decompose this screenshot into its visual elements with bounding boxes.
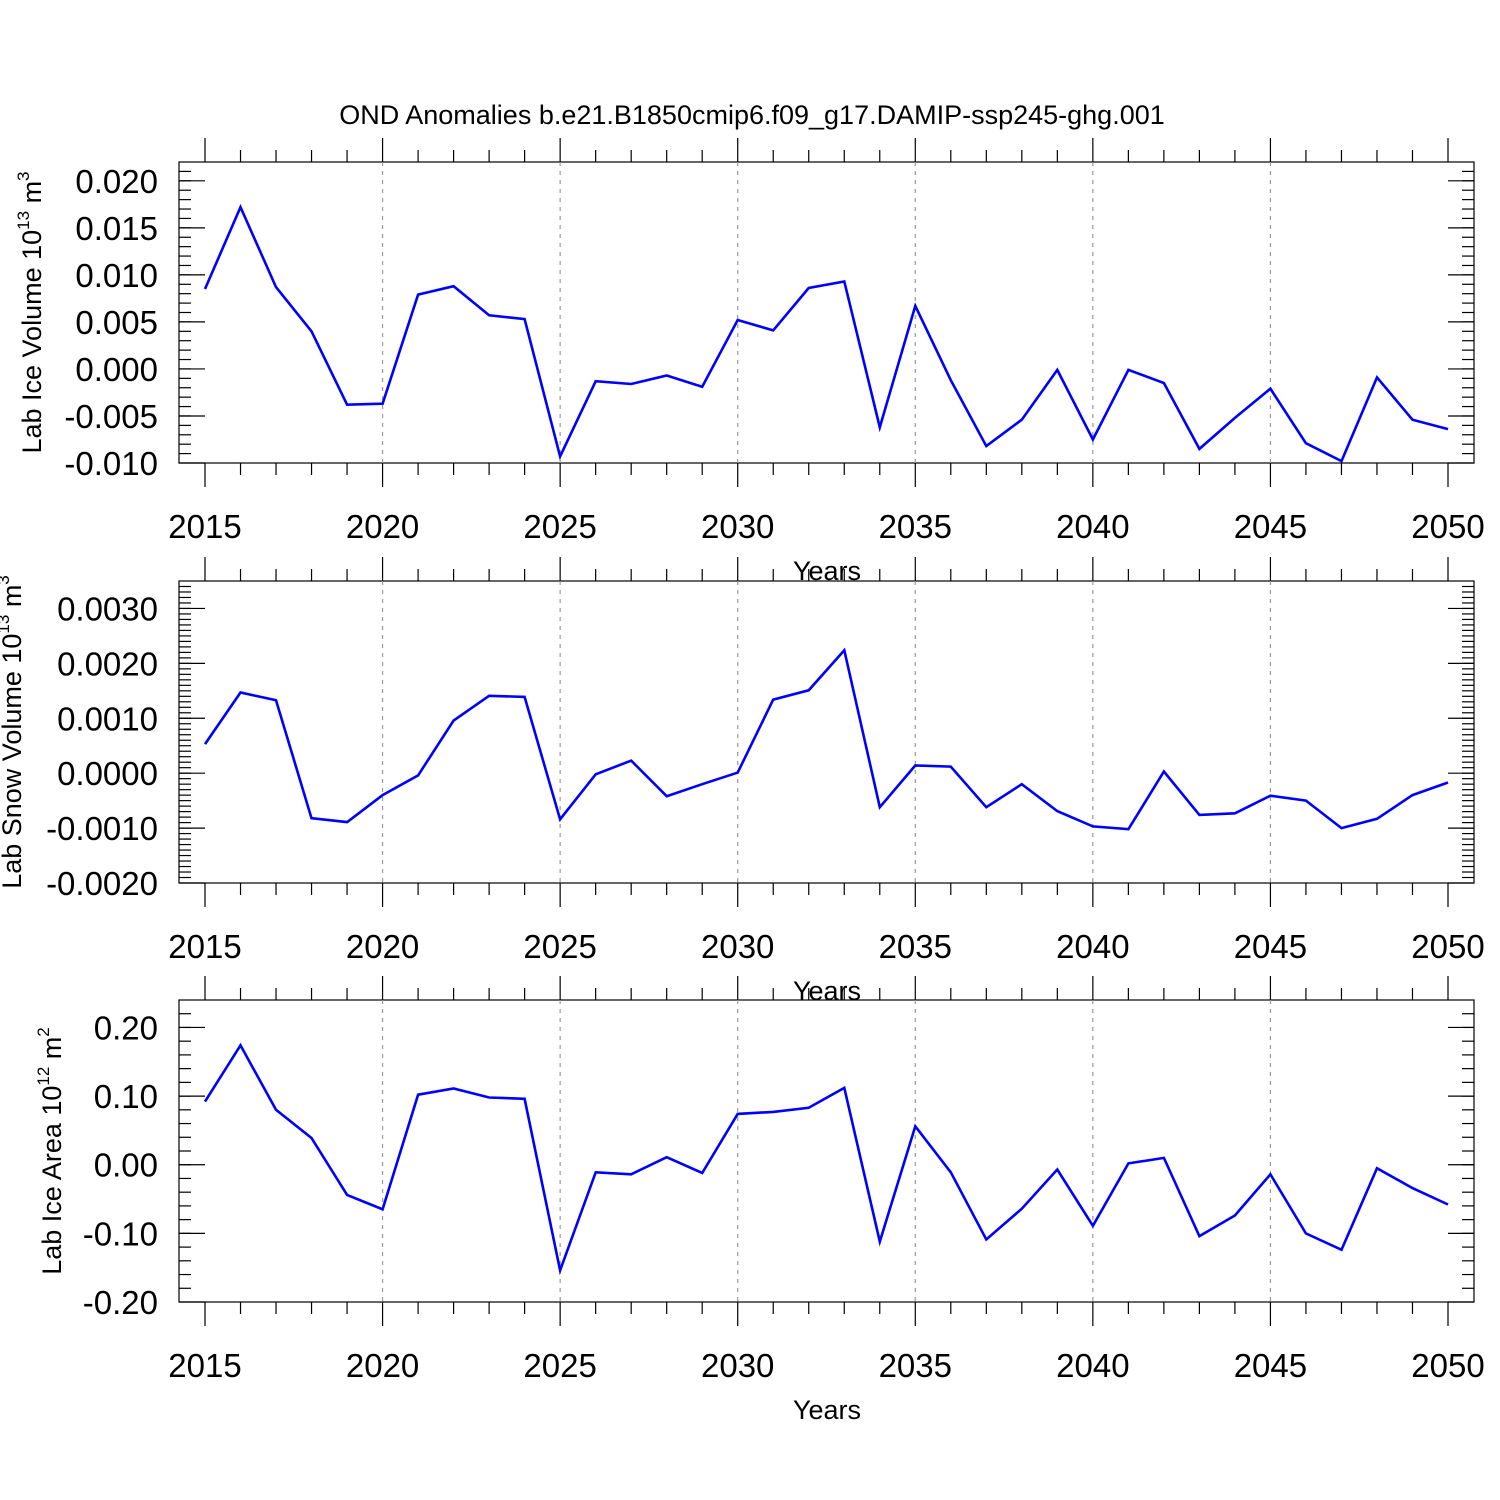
y-tick-label: 0.20 xyxy=(94,1009,158,1046)
y-axis-label-part: m xyxy=(37,1037,67,1067)
x-tick-label: 2040 xyxy=(1056,928,1129,965)
y-axis-label-part: 3 xyxy=(0,575,13,584)
y-tick-label: 0.0010 xyxy=(57,700,158,737)
y-tick-label: -0.005 xyxy=(64,398,158,435)
y-tick-label: 0.0030 xyxy=(57,590,158,627)
x-tick-label: 2035 xyxy=(879,1347,952,1384)
y-axis-label-part: 12 xyxy=(34,1067,53,1086)
x-tick-label: 2030 xyxy=(701,928,774,965)
x-tick-label: 2015 xyxy=(168,508,241,545)
x-tick-label: 2045 xyxy=(1234,508,1307,545)
y-tick-label: -0.20 xyxy=(83,1284,158,1321)
x-tick-label: 2015 xyxy=(168,1347,241,1384)
y-axis-label-part: m xyxy=(0,585,27,615)
y-tick-label: 0.0000 xyxy=(57,755,158,792)
y-tick-label: 0.000 xyxy=(75,351,158,388)
x-tick-label: 2035 xyxy=(879,928,952,965)
y-tick-label: 0.10 xyxy=(94,1078,158,1115)
y-axis-label-part: Lab Ice Area 10 xyxy=(37,1086,67,1275)
y-axis-label: Lab Ice Volume 1013 m3 xyxy=(14,171,47,453)
y-tick-label: 0.005 xyxy=(75,304,158,341)
series-line xyxy=(203,647,1449,831)
x-tick-label: 2045 xyxy=(1234,1347,1307,1384)
x-tick-label: 2025 xyxy=(523,928,596,965)
y-axis-label-part: 13 xyxy=(0,615,13,634)
y-axis-label: Lab Snow Volume 1013 m3 xyxy=(0,575,27,889)
y-axis-label-part: 3 xyxy=(14,171,33,180)
y-tick-label: -0.0020 xyxy=(46,865,158,902)
y-tick-label: 0.0020 xyxy=(57,645,158,682)
y-tick-label: -0.10 xyxy=(83,1215,158,1252)
series-line xyxy=(203,1042,1449,1276)
y-tick-label: 0.010 xyxy=(75,257,158,294)
chart-panel-2: 2015 2020 2025 2030 2035 2040 2045 2050 Years 0.0… xyxy=(0,557,1485,1006)
x-tick-label: 2025 xyxy=(523,1347,596,1384)
y-axis-label-part: 2 xyxy=(34,1027,53,1036)
y-tick-label: -0.0010 xyxy=(46,810,158,847)
y-tick-label: 0.020 xyxy=(75,163,158,200)
x-tick-label: 2020 xyxy=(346,508,419,545)
chart-panels: 2015 2020 2025 2030 2035 2040 2045 2050 Years 0.0… xyxy=(0,138,1485,1425)
y-axis-label-part: 13 xyxy=(14,211,33,230)
y-tick-label: -0.010 xyxy=(64,445,158,482)
chart-panel-3: 2015 2020 2025 2030 2035 2040 2045 2050 Years 0.2… xyxy=(34,976,1485,1425)
x-tick-label: 2020 xyxy=(346,928,419,965)
y-axis-label: Lab Ice Area 1012 m2 xyxy=(34,1027,67,1275)
x-tick-label: 2045 xyxy=(1234,928,1307,965)
x-tick-label: 2025 xyxy=(523,508,596,545)
x-tick-label: 2015 xyxy=(168,928,241,965)
x-tick-label: 2030 xyxy=(701,508,774,545)
x-tick-label: 2050 xyxy=(1411,928,1484,965)
x-tick-label: 2035 xyxy=(879,508,952,545)
x-tick-label: 2030 xyxy=(701,1347,774,1384)
x-tick-label: 2020 xyxy=(346,1347,419,1384)
x-axis-label: Years xyxy=(793,1395,861,1425)
figure-title: OND Anomalies b.e21.B1850cmip6.f09_g17.D… xyxy=(339,100,1165,130)
x-tick-label: 2050 xyxy=(1411,1347,1484,1384)
plot-frame xyxy=(178,580,1475,884)
y-tick-label: 0.015 xyxy=(75,210,158,247)
x-tick-label: 2040 xyxy=(1056,508,1129,545)
y-axis-label-part: Lab Ice Volume 10 xyxy=(17,230,47,454)
y-axis-label-part: m xyxy=(17,181,47,211)
x-axis-label: Years xyxy=(793,976,861,1006)
x-tick-label: 2040 xyxy=(1056,1347,1129,1384)
series-line xyxy=(203,203,1449,463)
x-tick-label: 2050 xyxy=(1411,508,1484,545)
y-axis-label-part: Lab Snow Volume 10 xyxy=(0,634,27,889)
y-tick-label: 0.00 xyxy=(94,1147,158,1184)
